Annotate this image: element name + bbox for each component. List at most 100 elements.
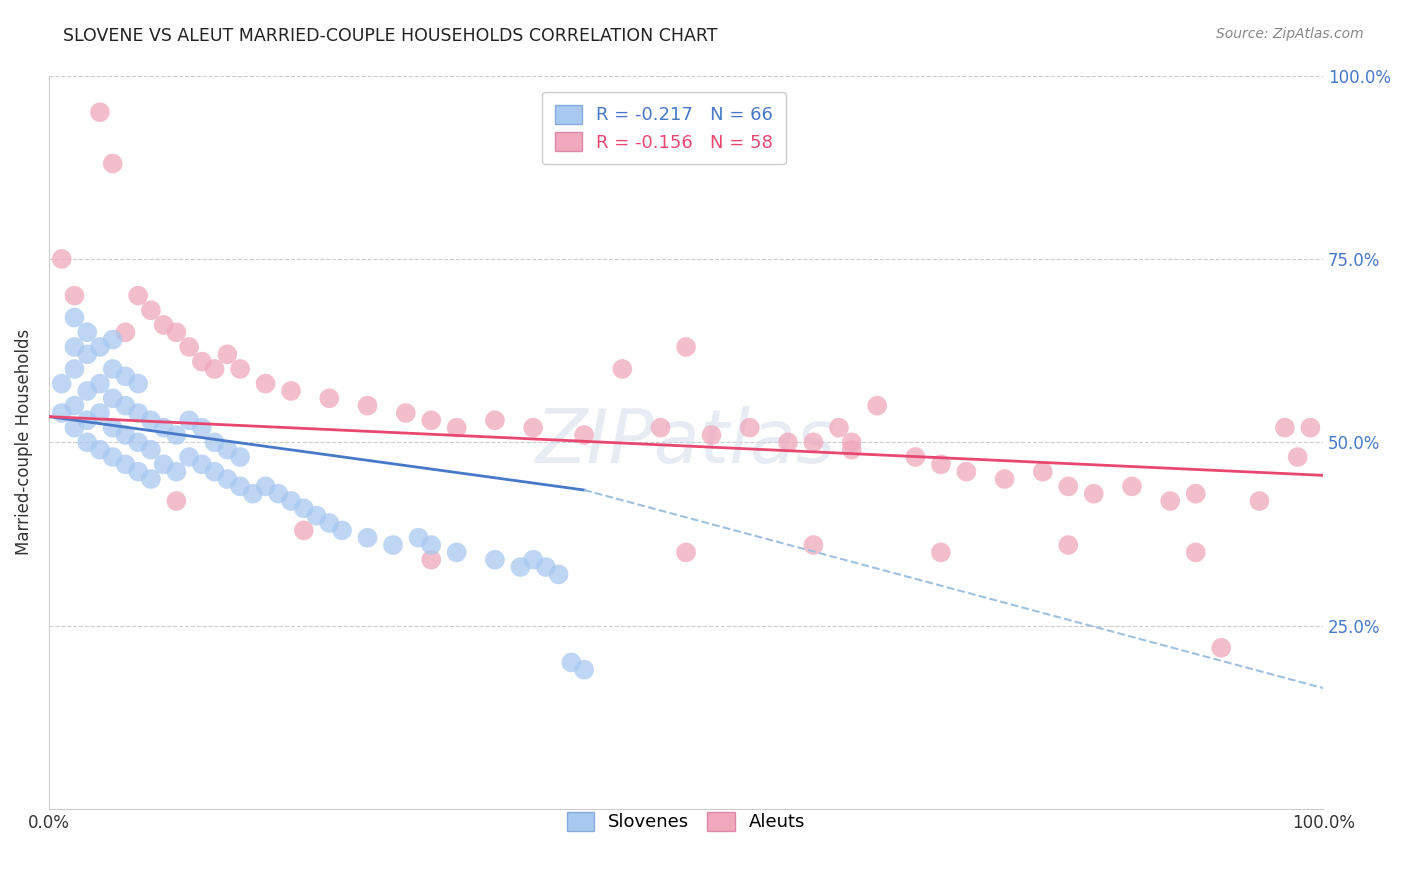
Point: [572, 663, 595, 677]
Point: [318, 516, 340, 530]
Point: [572, 428, 595, 442]
Point: [139, 303, 162, 318]
Point: [139, 472, 162, 486]
Point: [547, 567, 569, 582]
Point: [828, 420, 851, 434]
Text: Source: ZipAtlas.com: Source: ZipAtlas.com: [1216, 27, 1364, 41]
Point: [534, 560, 557, 574]
Point: [1286, 450, 1309, 464]
Point: [356, 531, 378, 545]
Point: [509, 560, 531, 574]
Point: [114, 369, 136, 384]
Point: [280, 494, 302, 508]
Text: ZIPatlas: ZIPatlas: [536, 407, 837, 478]
Point: [408, 531, 430, 545]
Point: [280, 384, 302, 398]
Point: [929, 545, 952, 559]
Point: [1159, 494, 1181, 508]
Point: [114, 428, 136, 442]
Point: [89, 376, 111, 391]
Point: [242, 486, 264, 500]
Point: [101, 333, 124, 347]
Point: [217, 347, 239, 361]
Point: [139, 413, 162, 427]
Point: [1032, 465, 1054, 479]
Point: [51, 406, 73, 420]
Point: [254, 479, 277, 493]
Point: [522, 552, 544, 566]
Point: [803, 538, 825, 552]
Point: [152, 420, 174, 434]
Point: [560, 656, 582, 670]
Point: [484, 552, 506, 566]
Point: [382, 538, 405, 552]
Point: [63, 362, 86, 376]
Point: [51, 376, 73, 391]
Point: [254, 376, 277, 391]
Point: [420, 413, 443, 427]
Point: [76, 413, 98, 427]
Point: [191, 354, 214, 368]
Point: [217, 442, 239, 457]
Point: [305, 508, 328, 523]
Point: [229, 362, 252, 376]
Point: [1184, 545, 1206, 559]
Point: [675, 545, 697, 559]
Y-axis label: Married-couple Households: Married-couple Households: [15, 329, 32, 556]
Legend: Slovenes, Aleuts: Slovenes, Aleuts: [554, 799, 818, 844]
Point: [318, 392, 340, 406]
Point: [179, 450, 201, 464]
Point: [76, 326, 98, 340]
Point: [204, 362, 226, 376]
Point: [803, 435, 825, 450]
Point: [114, 458, 136, 472]
Point: [101, 420, 124, 434]
Point: [51, 252, 73, 266]
Point: [267, 486, 290, 500]
Point: [229, 479, 252, 493]
Point: [89, 105, 111, 120]
Point: [738, 420, 761, 434]
Point: [841, 442, 863, 457]
Point: [76, 435, 98, 450]
Point: [446, 420, 468, 434]
Point: [356, 399, 378, 413]
Point: [675, 340, 697, 354]
Point: [292, 524, 315, 538]
Point: [63, 310, 86, 325]
Point: [101, 156, 124, 170]
Point: [1299, 420, 1322, 434]
Point: [204, 465, 226, 479]
Point: [1083, 486, 1105, 500]
Text: SLOVENE VS ALEUT MARRIED-COUPLE HOUSEHOLDS CORRELATION CHART: SLOVENE VS ALEUT MARRIED-COUPLE HOUSEHOL…: [63, 27, 718, 45]
Point: [650, 420, 672, 434]
Point: [484, 413, 506, 427]
Point: [229, 450, 252, 464]
Point: [114, 399, 136, 413]
Point: [955, 465, 977, 479]
Point: [612, 362, 634, 376]
Point: [165, 428, 187, 442]
Point: [904, 450, 927, 464]
Point: [152, 458, 174, 472]
Point: [776, 435, 799, 450]
Point: [63, 340, 86, 354]
Point: [101, 392, 124, 406]
Point: [89, 442, 111, 457]
Point: [1249, 494, 1271, 508]
Point: [1184, 486, 1206, 500]
Point: [139, 442, 162, 457]
Point: [165, 494, 187, 508]
Point: [420, 552, 443, 566]
Point: [1274, 420, 1296, 434]
Point: [841, 435, 863, 450]
Point: [63, 399, 86, 413]
Point: [127, 376, 149, 391]
Point: [866, 399, 889, 413]
Point: [700, 428, 723, 442]
Point: [1057, 538, 1080, 552]
Point: [330, 524, 353, 538]
Point: [994, 472, 1017, 486]
Point: [1121, 479, 1143, 493]
Point: [191, 458, 214, 472]
